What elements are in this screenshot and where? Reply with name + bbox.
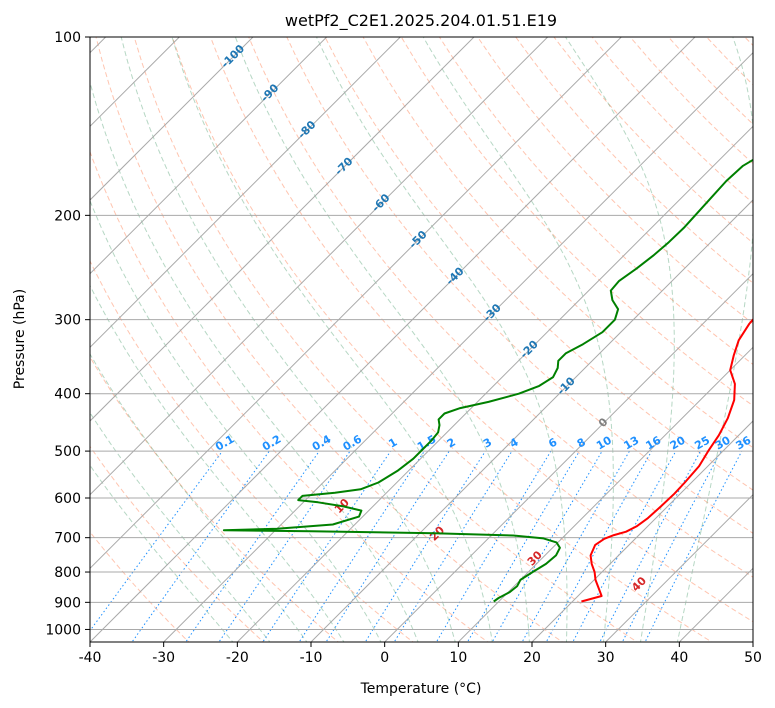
y-tick-label: 300 (54, 313, 81, 329)
y-tick-label: 500 (54, 444, 81, 460)
x-tick-label: 50 (744, 650, 762, 666)
isotherms (90, 37, 753, 642)
y-tick-label: 100 (54, 30, 81, 46)
chart-title: wetPf2_C2E1.2025.204.01.51.E19 (285, 11, 557, 31)
y-tick-label: 800 (54, 565, 81, 581)
x-tick-label: -40 (79, 650, 102, 666)
x-axis-label: Temperature (°C) (360, 681, 482, 697)
x-tick-label: 20 (523, 650, 541, 666)
mixing-ratio-line (262, 450, 392, 642)
x-tick-label: 0 (380, 650, 389, 666)
mixing-ratio-line (621, 450, 722, 642)
dry-adiabat-line (95, 37, 564, 642)
dry-adiabat-line (90, 356, 339, 642)
mixing-ratio-line (393, 450, 513, 642)
mixing-ratio-line (185, 450, 320, 642)
dry-adiabat-line (286, 37, 753, 534)
isotherm-line (310, 199, 753, 642)
isotherm-line (604, 493, 753, 642)
dry-adiabat-line (324, 37, 753, 491)
isotherm-line (236, 125, 753, 642)
plot-background (90, 37, 753, 642)
isotherm-line (90, 37, 475, 422)
x-tick-label: -10 (300, 650, 323, 666)
dry-adiabat-line (438, 37, 753, 366)
y-tick-label: 1000 (45, 622, 81, 638)
isotherm-line (531, 420, 753, 642)
mixing-ratio-line (90, 450, 223, 632)
mixing-ratio-line (298, 450, 425, 642)
profile-series (222, 158, 753, 603)
dry-adiabat-line (90, 445, 265, 642)
isotherm-line (90, 37, 696, 642)
y-tick-label: 400 (54, 387, 81, 403)
moist-adiabat-line (90, 411, 271, 642)
x-tick-label: -30 (152, 650, 175, 666)
x-tick-label: 40 (670, 650, 688, 666)
y-tick-label: 200 (54, 208, 81, 224)
isotherm-line (90, 37, 549, 496)
y-axis-ticks: 100 200 300 400 500 600 700 800 900 1000 (45, 30, 90, 638)
x-tick-label: 10 (449, 650, 467, 666)
moist-adiabat-line (90, 464, 234, 642)
isotherm-line (457, 346, 753, 642)
isotherm-line (90, 37, 623, 570)
dry-adiabat-line (362, 37, 753, 449)
mixing-ratio-line (466, 450, 580, 642)
temperature-profile-line (581, 318, 753, 603)
dry-adiabat-line (477, 37, 753, 325)
isotherm-line (90, 37, 402, 349)
dry-adiabat-line (90, 150, 489, 642)
y-tick-label: 600 (54, 491, 81, 507)
isotherm-line (90, 37, 254, 201)
isotherm-line (162, 51, 753, 642)
mixing-ratio-line (599, 450, 701, 642)
x-tick-label: -20 (226, 650, 249, 666)
y-axis-label: Pressure (hPa) (12, 289, 28, 389)
isotherm-line (90, 37, 328, 275)
mixing-ratio-line (325, 450, 450, 642)
isotherm-line (383, 272, 753, 642)
y-tick-label: 700 (54, 531, 81, 547)
mixing-ratio-label: 36 (734, 433, 754, 452)
mixing-ratio-line (131, 450, 270, 642)
mixing-ratio-line (572, 450, 677, 642)
y-tick-label: 900 (54, 595, 81, 611)
plot-frame (89, 36, 754, 643)
x-tick-label: 30 (597, 650, 615, 666)
dewpoint-profile-line (222, 158, 753, 603)
x-axis-ticks: -40 -30 -20 -10 0 10 20 30 40 50 (79, 642, 762, 666)
